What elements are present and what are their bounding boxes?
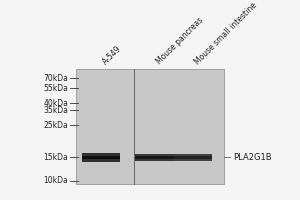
Text: 40kDa: 40kDa [44,99,68,108]
Text: 10kDa: 10kDa [44,176,68,185]
Bar [82,156,120,159]
Text: Mouse small intestine: Mouse small intestine [193,1,259,66]
Bar [135,156,174,159]
Text: 35kDa: 35kDa [44,106,68,115]
Text: 25kDa: 25kDa [44,121,68,130]
Bar [76,69,224,184]
Text: 15kDa: 15kDa [44,153,68,162]
Text: Mouse pancreas: Mouse pancreas [154,16,205,66]
Text: PLA2G1B: PLA2G1B [233,153,272,162]
Bar [174,156,212,159]
Text: 55kDa: 55kDa [44,84,68,93]
Text: 70kDa: 70kDa [44,74,68,83]
Bar [82,153,120,162]
Text: A-549: A-549 [101,44,123,66]
Bar [174,154,212,161]
Bar [135,154,174,161]
